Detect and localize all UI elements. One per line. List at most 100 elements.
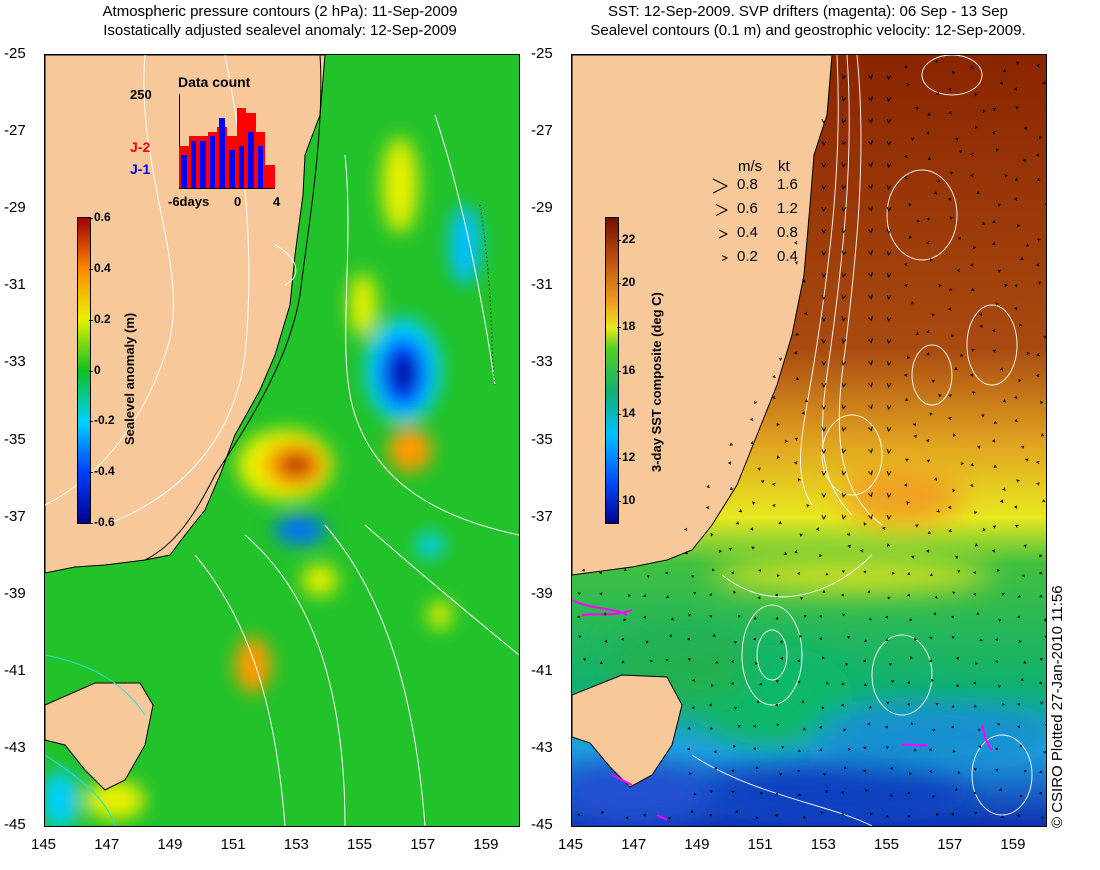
velocity-vector: [974, 125, 978, 129]
velocity-vector: [841, 338, 847, 344]
right-title-line1: SST: 12-Sep-2009. SVP drifters (magenta)…: [608, 3, 1008, 20]
velocity-vector: [868, 118, 873, 124]
velocity-vector: [913, 748, 917, 752]
y-tick-label: -35: [4, 430, 26, 448]
velocity-vector: [952, 70, 956, 75]
velocity-vector: [841, 426, 847, 432]
velocity-vector: [1035, 263, 1040, 267]
velocity-vector: [1016, 813, 1021, 817]
velocity-vector: [1014, 177, 1019, 181]
colorbar-tick-mark: [89, 268, 93, 270]
velocity-vector: [1039, 594, 1043, 598]
velocity-vector: [948, 394, 952, 398]
velocity-vector: [713, 750, 717, 754]
inset-bar-j1: [190, 141, 197, 188]
velocity-vector: [821, 405, 827, 411]
velocity-legend-ms: 0.4: [737, 224, 758, 241]
y-tick-label: -27: [531, 122, 553, 140]
velocity-vector: [1016, 61, 1020, 65]
velocity-vector: [995, 659, 999, 663]
velocity-vector: [955, 137, 959, 141]
velocity-vector: [933, 191, 937, 195]
velocity-vector: [752, 501, 756, 505]
velocity-vector: [774, 593, 779, 597]
velocity-vector: [733, 590, 736, 594]
velocity-vector: [998, 618, 1002, 623]
velocity-vector: [951, 813, 955, 816]
velocity-vector: [757, 596, 761, 600]
right-title-line2: Sealevel contours (0.1 m) and geostrophi…: [590, 22, 1026, 39]
velocity-vector: [1022, 158, 1026, 163]
velocity-vector: [841, 682, 845, 686]
velocity-vector: [1020, 256, 1024, 261]
velocity-vector: [1002, 69, 1007, 73]
velocity-vector: [802, 727, 806, 731]
velocity-vector: [730, 769, 735, 773]
velocity-vector: [649, 659, 654, 663]
velocity-vector: [886, 492, 892, 498]
velocity-vector: [1038, 571, 1043, 575]
velocity-vector: [886, 514, 892, 520]
velocity-vector: [841, 570, 845, 573]
colorbar-tick-label: 0.4: [94, 260, 111, 275]
x-tick-label: 147: [621, 836, 647, 853]
y-tick-label: -43: [4, 738, 26, 756]
velocity-vector: [818, 637, 823, 641]
x-tick-label: 151: [220, 836, 246, 853]
velocity-vector: [868, 206, 873, 212]
x-tick-label: 149: [684, 836, 710, 853]
velocity-legend-header-ms: m/s: [738, 158, 763, 175]
velocity-vector: [933, 477, 938, 481]
velocity-vector: [886, 470, 892, 476]
velocity-vector: [1001, 815, 1004, 819]
anomaly-cold: [391, 355, 415, 391]
velocity-vector: [1018, 323, 1023, 327]
velocity-vector: [867, 590, 871, 594]
velocity-vector: [931, 379, 935, 383]
velocity-vector: [845, 662, 848, 666]
velocity-vector: [795, 332, 799, 336]
velocity-vector: [821, 163, 827, 169]
velocity-vector: [847, 544, 851, 548]
velocity-vector: [960, 461, 965, 465]
velocity-vector: [1043, 335, 1046, 339]
anomaly-cold: [416, 533, 444, 557]
velocity-vector: [804, 311, 808, 315]
velocity-vector: [957, 770, 961, 774]
velocity-vector: [775, 792, 779, 796]
velocity-vector: [691, 574, 694, 578]
velocity-vector: [1039, 554, 1043, 558]
velocity-vector: [997, 269, 1001, 273]
velocity-vector: [847, 747, 852, 751]
velocity-vector: [947, 87, 952, 91]
velocity-vector: [999, 367, 1004, 371]
velocity-vector: [932, 794, 935, 798]
velocity-vector: [972, 791, 976, 795]
velocity-vector: [1039, 658, 1043, 661]
x-tick-label: 153: [283, 836, 309, 853]
velocity-vector: [947, 307, 952, 311]
velocity-vector: [731, 790, 735, 794]
velocity-vector: [1015, 524, 1019, 528]
velocity-scale-arrow-icon: [721, 255, 729, 261]
velocity-vector: [1025, 243, 1030, 247]
velocity-vector: [751, 546, 755, 550]
velocity-vector: [825, 572, 829, 576]
velocity-vector: [841, 228, 847, 234]
velocity-vector: [669, 634, 672, 638]
velocity-vector: [891, 571, 896, 575]
velocity-vector: [583, 658, 587, 661]
velocity-vector: [1017, 703, 1021, 706]
velocity-vector: [949, 216, 953, 220]
velocity-vector: [846, 532, 850, 537]
velocity-vector: [693, 591, 697, 595]
velocity-vector: [794, 261, 799, 265]
velocity-vector: [926, 330, 930, 334]
velocity-vector: [969, 263, 974, 267]
velocity-vector: [952, 749, 956, 753]
velocity-vector: [842, 613, 846, 617]
credit-text: © CSIRO Plotted 27-Jan-2010 11:56: [1049, 585, 1066, 828]
velocity-vector: [885, 638, 889, 642]
velocity-vector: [821, 185, 827, 191]
velocity-vector: [778, 520, 782, 525]
